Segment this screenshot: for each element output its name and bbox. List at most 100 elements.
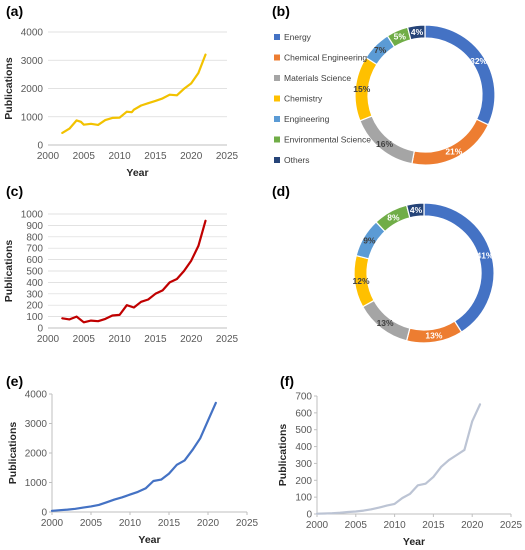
- data-point: [82, 321, 85, 324]
- slice-value-label: 8%: [387, 212, 400, 222]
- y-tick-label: 100: [26, 312, 43, 323]
- y-tick-label: 300: [295, 459, 312, 470]
- panel-label: (c): [6, 183, 23, 199]
- data-point: [68, 318, 71, 321]
- data-point: [190, 82, 193, 85]
- x-tick-label: 2000: [37, 151, 60, 162]
- y-tick-label: 600: [26, 255, 43, 266]
- y-tick-label: 100: [295, 493, 312, 504]
- data-point: [471, 420, 474, 423]
- data-point: [416, 484, 419, 487]
- panel-label: (e): [6, 373, 23, 389]
- data-point: [125, 110, 128, 113]
- data-point: [175, 463, 178, 466]
- x-tick-label: 2000: [41, 518, 64, 529]
- x-tick-label: 2020: [197, 518, 220, 529]
- slice-value-label: 16%: [376, 139, 393, 149]
- x-tick-label: 2015: [144, 151, 167, 162]
- data-point: [90, 319, 92, 322]
- data-point: [136, 491, 139, 493]
- data-point: [339, 511, 342, 514]
- data-point: [129, 493, 131, 496]
- data-point: [183, 270, 185, 272]
- data-point: [104, 317, 107, 320]
- y-axis-title: Publications: [3, 240, 15, 303]
- y-tick-label: 400: [26, 278, 43, 289]
- x-tick-label: 2010: [383, 520, 406, 531]
- y-tick-label: 0: [306, 510, 312, 521]
- legend-swatch: [274, 75, 280, 81]
- data-point: [183, 459, 186, 462]
- data-point: [75, 119, 78, 122]
- donut-slice: [411, 118, 490, 166]
- data-point: [378, 506, 380, 509]
- y-tick-label: 3000: [25, 419, 48, 430]
- data-point: [385, 504, 388, 507]
- y-axis-title: Publications: [7, 422, 19, 485]
- donut-chart-b: 32% 21% 16% 15% 7% 5% 4% Energy Chemical Enginee…: [272, 3, 496, 166]
- data-point: [51, 509, 53, 512]
- y-tick-label: 800: [26, 232, 43, 243]
- y-tick-label: 1000: [21, 210, 44, 221]
- slice-value-label: 13%: [425, 331, 442, 341]
- legend-entry: Chemistry: [284, 94, 323, 104]
- y-tick-label: 300: [26, 289, 43, 300]
- data-point: [401, 497, 404, 499]
- data-point: [214, 401, 217, 404]
- data-point: [409, 492, 412, 495]
- data-point: [61, 131, 64, 134]
- data-point: [80, 120, 82, 123]
- data-point: [168, 93, 171, 96]
- legend-swatch: [274, 54, 280, 61]
- data-point: [111, 116, 114, 119]
- data-point: [204, 219, 207, 222]
- data-point: [168, 472, 170, 475]
- x-tick-label: 2025: [216, 334, 239, 345]
- panel-label: (f): [280, 373, 294, 389]
- data-point: [61, 317, 64, 320]
- legend-entry: Materials Science: [284, 73, 351, 83]
- data-point: [448, 459, 450, 461]
- data-point: [111, 314, 114, 317]
- y-tick-label: 200: [295, 476, 312, 487]
- data-point: [133, 306, 135, 309]
- y-tick-label: 500: [26, 267, 43, 278]
- x-tick-label: 2020: [180, 151, 203, 162]
- legend-entry: Engineering: [284, 114, 330, 124]
- slice-value-label: 4%: [410, 205, 423, 215]
- data-point: [113, 498, 116, 501]
- data-point: [331, 512, 334, 515]
- data-point: [190, 259, 193, 262]
- data-point: [161, 289, 164, 292]
- y-tick-label: 700: [295, 392, 312, 403]
- y-axis-title: Publications: [3, 57, 15, 120]
- data-point: [160, 478, 163, 481]
- data-point: [147, 298, 150, 301]
- x-tick-label: 2015: [158, 518, 181, 529]
- data-point: [125, 304, 128, 307]
- line-chart-c: 2000 2005 2010 2015 2020 2025 0100200300400500…: [3, 183, 239, 345]
- data-point: [104, 119, 107, 122]
- donut-slice: [406, 24, 426, 41]
- y-tick-label: 900: [26, 221, 43, 232]
- data-point: [118, 116, 121, 119]
- data-point: [75, 315, 78, 318]
- legend-swatch: [274, 95, 280, 102]
- data-point: [90, 505, 92, 508]
- data-point: [121, 496, 124, 499]
- data-point: [133, 108, 135, 111]
- data-point: [58, 509, 61, 512]
- x-tick-label: 2005: [80, 518, 103, 529]
- y-tick-label: 0: [37, 324, 43, 335]
- data-point: [144, 487, 147, 490]
- data-point: [66, 508, 69, 511]
- series-line: [315, 403, 482, 515]
- data-point: [82, 506, 85, 509]
- series-line: [61, 53, 207, 134]
- data-point: [105, 501, 108, 504]
- donut-slice: [405, 202, 425, 219]
- slice-value-label: 4%: [411, 27, 424, 37]
- data-point: [82, 123, 85, 126]
- data-point: [316, 512, 318, 515]
